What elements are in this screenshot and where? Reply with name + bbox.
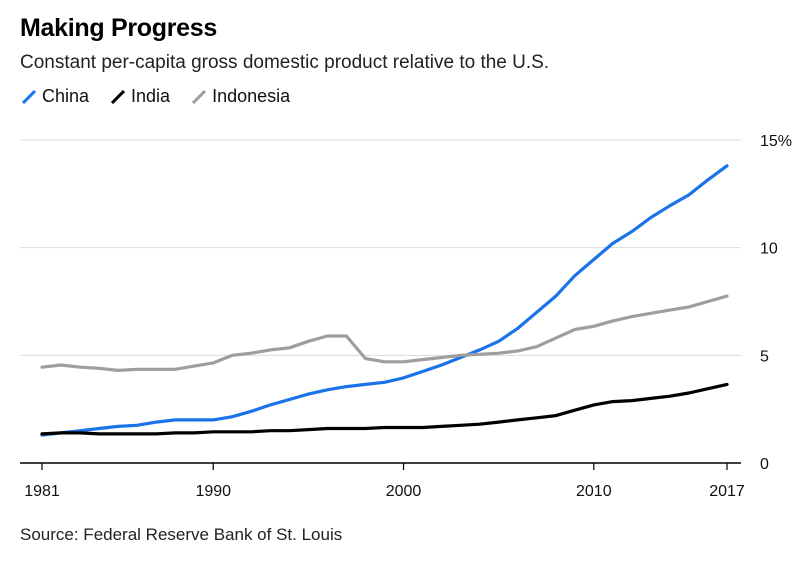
chart-title: Making Progress xyxy=(20,14,217,42)
legend-swatch-china xyxy=(22,89,36,104)
y-tick-label: 0 xyxy=(760,456,769,473)
legend-label-indonesia: Indonesia xyxy=(212,86,291,106)
x-tick-label: 2017 xyxy=(709,483,745,500)
chart-subtitle: Constant per-capita gross domestic produ… xyxy=(20,52,550,73)
x-tick-label: 1990 xyxy=(195,483,231,500)
legend-label-india: India xyxy=(131,86,171,106)
legend-item-indonesia: Indonesia xyxy=(192,86,290,107)
y-tick-label: 15% xyxy=(760,133,792,150)
legend: China India Indonesia xyxy=(22,86,290,107)
legend-swatch-indonesia xyxy=(192,89,207,104)
legend-swatch-india xyxy=(111,89,126,104)
x-tick-label: 2000 xyxy=(386,483,422,500)
source-note: Source: Federal Reserve Bank of St. Loui… xyxy=(20,525,343,544)
series-line-indonesia xyxy=(40,294,729,372)
x-tick-label: 1981 xyxy=(24,483,60,500)
y-tick-label: 5 xyxy=(760,348,769,365)
series-line-india xyxy=(40,382,729,436)
y-tick-label: 10 xyxy=(760,241,778,258)
legend-item-china: China xyxy=(22,86,89,107)
legend-item-india: India xyxy=(111,86,170,107)
x-tick-label: 2010 xyxy=(576,483,612,500)
series-line-china xyxy=(40,164,729,437)
legend-label-china: China xyxy=(42,86,90,106)
